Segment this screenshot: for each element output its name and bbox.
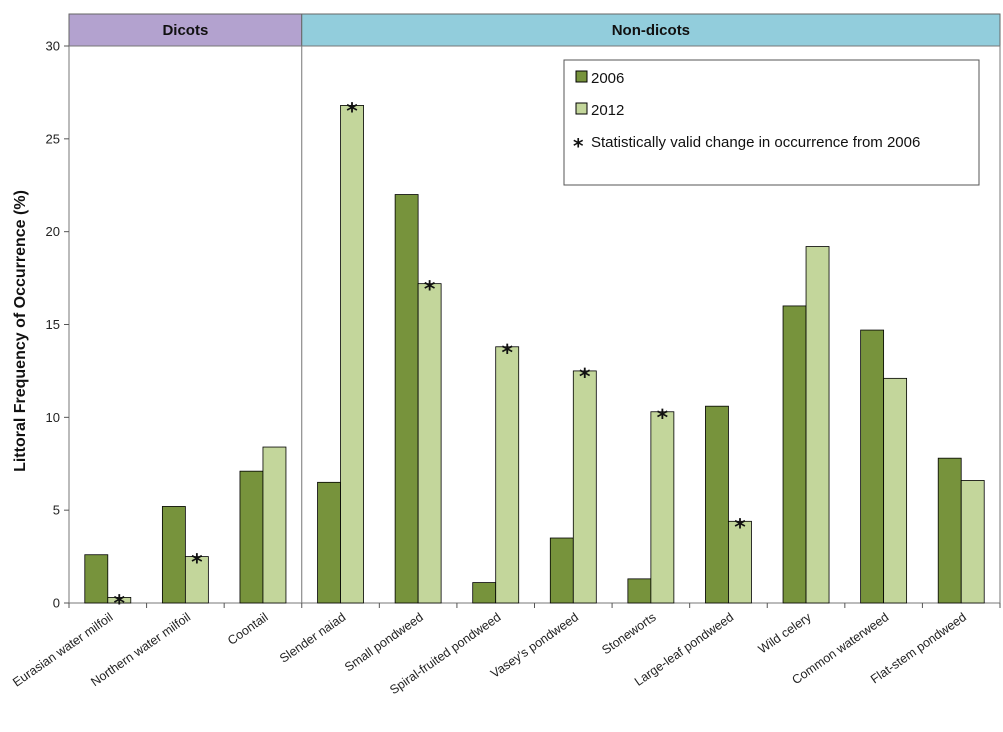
bars (84, 105, 985, 604)
bar-2012-northern-water-milfoil (184, 556, 209, 604)
y-tick-label: 15 (46, 317, 60, 332)
y-tick-label: 5 (53, 503, 60, 518)
legend-swatch-2012 (575, 102, 588, 115)
legend-swatch-2006 (575, 70, 588, 83)
bar-2012-small-pondweed (417, 283, 442, 604)
y-tick-label: 30 (46, 39, 60, 54)
bar-2006-large-leaf-pondweed (705, 405, 729, 604)
legend-box (563, 59, 980, 186)
y-tick-label: 0 (53, 596, 60, 611)
bar-2012-flat-stem-pondweed (960, 480, 985, 604)
y-tick-label: 25 (46, 131, 60, 146)
x-tick-label-small-pondweed: Small pondweed (342, 610, 426, 675)
group-header-non-dicots (301, 13, 1001, 47)
legend-label-2012: 2012 (591, 102, 624, 119)
legend-label-significance: Statistically valid change in occurrence… (591, 134, 920, 151)
legend-label-2006: 2006 (591, 70, 624, 87)
y-tick-label: 20 (46, 224, 60, 239)
significance-markers: * * * * * * * * (114, 99, 747, 616)
bar-2006-common-waterweed (860, 329, 885, 604)
x-tick-label-coontail: Coontail (225, 610, 271, 648)
significance-star-vasey-s-pondweed: * (579, 365, 591, 390)
bar-2006-flat-stem-pondweed (937, 457, 962, 604)
x-tick-label-slender-naiad: Slender naiad (277, 610, 348, 666)
bar-2012-coontail (262, 446, 287, 604)
bar-2012-spiral-fruited-pondweed (495, 346, 520, 604)
bar-2006-stoneworts (627, 578, 652, 604)
bar-2012-large-leaf-pondweed (728, 520, 752, 604)
bar-2012-vasey-s-pondweed (572, 370, 597, 604)
significance-star-small-pondweed: * (424, 278, 436, 303)
significance-star-spiral-fruited-pondweed: * (501, 341, 513, 366)
significance-star-eurasian-water-milfoil: * (114, 591, 126, 616)
bar-2012-common-waterweed (883, 377, 908, 604)
bar-2006-northern-water-milfoil (161, 506, 186, 604)
bar-2006-vasey-s-pondweed (549, 537, 574, 604)
bar-2006-wild-celery (782, 305, 807, 604)
y-axis-title: Littoral Frequency of Occurrence (%) (12, 190, 29, 472)
bar-2006-small-pondweed (394, 194, 419, 604)
group-label-non-dicots: Non-dicots (612, 22, 690, 39)
bar-2012-slender-naiad (340, 105, 364, 604)
bar-2012-eurasian-water-milfoil (107, 597, 132, 604)
bar-2006-spiral-fruited-pondweed (472, 582, 497, 604)
legend: 2006 2012 * Statistically valid change i… (563, 59, 980, 186)
significance-star-slender-naiad: * (346, 99, 358, 124)
group-label-dicots: Dicots (162, 22, 208, 39)
bar-2006-coontail (239, 470, 264, 604)
bar-2012-wild-celery (805, 246, 830, 604)
bar-2006-eurasian-water-milfoil (84, 554, 109, 604)
bar-2006-slender-naiad (317, 481, 341, 604)
legend-star-marker: * (573, 134, 584, 158)
significance-star-large-leaf-pondweed: * (734, 515, 746, 540)
group-headers: Dicots Non-dicots (68, 13, 1001, 47)
y-tick-label: 10 (46, 410, 60, 425)
significance-star-stoneworts: * (657, 406, 669, 431)
x-tick-label-stoneworts: Stoneworts (599, 610, 658, 657)
y-axis: 0 5 10 15 20 25 30 (46, 39, 69, 611)
significance-star-northern-water-milfoil: * (191, 551, 203, 576)
group-header-dicots (68, 13, 303, 47)
bar-2012-stoneworts (650, 411, 675, 604)
x-tick-label-wild-celery: Wild celery (756, 610, 815, 657)
